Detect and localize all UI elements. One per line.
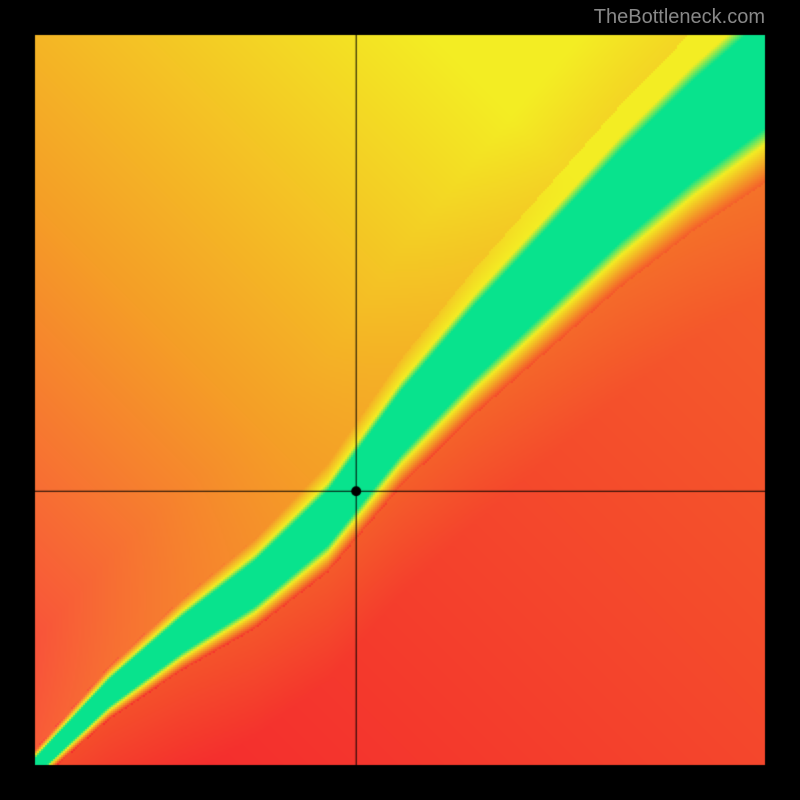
chart-container: TheBottleneck.com: [0, 0, 800, 800]
heatmap-canvas: [0, 0, 800, 800]
attribution-text: TheBottleneck.com: [594, 6, 765, 29]
